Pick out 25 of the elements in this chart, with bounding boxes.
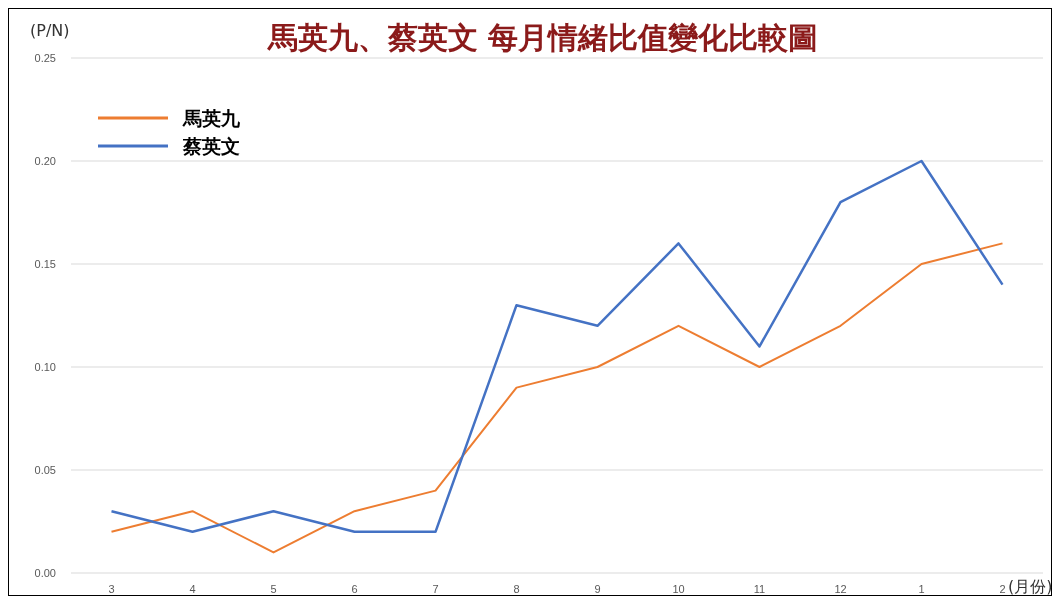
- y-tick-label: 0.05: [34, 463, 56, 476]
- line-series: [110, 159, 1004, 534]
- y-tick-label: 0.00: [34, 566, 56, 579]
- x-axis-title: (月份): [1008, 577, 1053, 596]
- legend-label: 蔡英文: [182, 134, 240, 157]
- x-tick-label: 12: [834, 583, 847, 595]
- x-tick-label: 11: [753, 583, 766, 595]
- x-tick-label: 7: [432, 583, 439, 595]
- x-tick-label: 4: [189, 583, 196, 595]
- y-tick-label: 0.20: [34, 154, 56, 167]
- y-tick-label: 0.10: [34, 360, 56, 373]
- y-tick-label: 0.15: [34, 257, 56, 270]
- x-tick-label: 1: [918, 583, 925, 595]
- x-tick-label: 2: [999, 583, 1006, 595]
- x-tick-label: 3: [108, 583, 115, 595]
- line-series: [110, 242, 1004, 554]
- legend-label: 馬英九: [182, 106, 241, 129]
- x-tick-label: 6: [351, 583, 358, 595]
- x-tick-label: 9: [594, 583, 601, 595]
- y-tick-label: 0.25: [34, 51, 56, 64]
- x-tick-label: 10: [672, 583, 685, 595]
- x-tick-label: 5: [270, 583, 277, 595]
- x-tick-label: 8: [513, 583, 520, 595]
- y-axis-title: (P/N): [30, 21, 70, 40]
- chart-title: 馬英九、蔡英文 每月情緒比值變化比較圖: [265, 20, 819, 55]
